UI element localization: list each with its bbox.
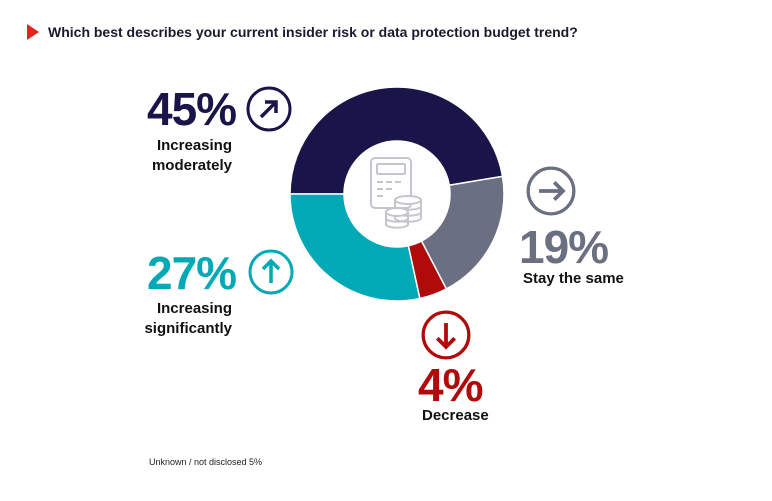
chart-title: Which best describes your current inside… [48, 24, 578, 40]
calculator-coins-icon [370, 157, 422, 229]
category-label-stay-the-same: Stay the same [523, 270, 624, 287]
arrow-up-icon [248, 249, 294, 295]
title-marker-icon [27, 24, 39, 40]
donut-slice-increasing-moderately [289, 86, 504, 195]
category-label-decrease: Decrease [422, 407, 489, 424]
category-label-increasing-moderately: Increasing moderately [151, 137, 232, 174]
data-label-increasing-moderately: 45% [147, 83, 237, 135]
data-label-decrease: 4% [418, 359, 483, 411]
arrow-right-icon [526, 166, 576, 216]
footnote: Unknown / not disclosed 5% [149, 457, 263, 467]
arrow-up-right-icon [246, 86, 292, 132]
arrow-down-icon [421, 310, 471, 360]
category-label-increasing-significantly: Increasing significantly [144, 300, 232, 337]
donut-slice-stay-the-same [420, 175, 505, 290]
data-label-increasing-significantly: 27% [147, 247, 237, 299]
data-label-stay-the-same: 19% [519, 221, 609, 273]
donut-slice-increasing-significantly [289, 193, 421, 302]
